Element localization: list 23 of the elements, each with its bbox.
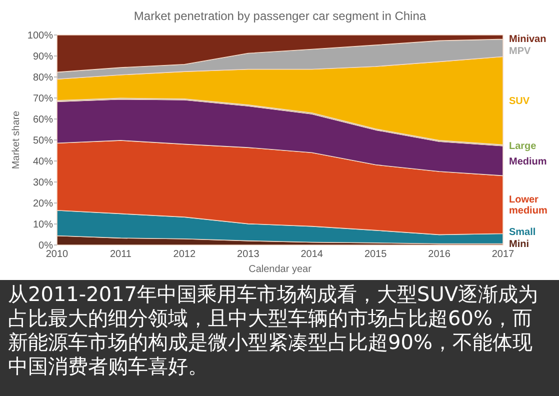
x-tick-label: 2017 [492,249,515,260]
y-tick-label: 100% [27,30,54,42]
y-axis-title: Market share [11,110,22,170]
x-tick-label: 2015 [364,249,388,260]
x-tick-label: 2010 [46,249,69,260]
y-tick-label: 0% [38,240,54,252]
y-tick-label: 60% [32,114,54,126]
y-tick-label: 30% [32,178,54,188]
x-axis-title: Calendar year [248,264,312,275]
y-tick-label: 10% [32,220,54,230]
y-tick-label: 90% [32,52,54,62]
y-tick-label: 70% [32,94,54,104]
y-tick-label: 40% [32,156,54,168]
x-tick-label: 2014 [300,249,324,260]
title: Market penetration by passenger car segment in China [134,9,426,23]
text: 从2011-2017年中国乘用车市场构成看，大型SUV逐渐成为占比最大的细分领域，且中大型车辆的市场占比超60%，而新能源车市场的构成是微小型紧凑型占比超90%，不能体现中国消费者购车喜好。 [0,280,559,396]
x-tick-label: 2013 [237,249,260,260]
x-tick-label: 2016 [428,249,451,260]
y-tick-label: 80% [32,72,54,84]
y-tick-label: 20% [32,198,54,210]
x-tick-label: 2011 [110,249,132,260]
x-tick-label: 2012 [173,249,196,260]
y-tick-label: 50% [32,136,54,146]
